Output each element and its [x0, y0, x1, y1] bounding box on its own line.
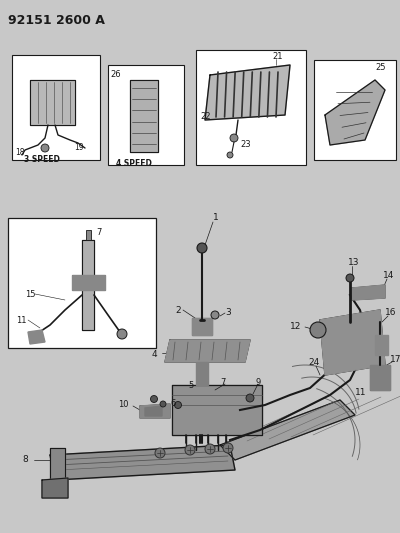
Circle shape: [246, 394, 254, 402]
Bar: [314, 60, 396, 160]
Polygon shape: [325, 80, 385, 145]
Text: 24: 24: [308, 358, 319, 367]
Bar: [12, 55, 100, 160]
Circle shape: [205, 444, 215, 454]
Text: 92151 2600 A: 92151 2600 A: [8, 14, 105, 27]
Circle shape: [41, 144, 49, 152]
Circle shape: [310, 322, 326, 338]
Polygon shape: [192, 318, 212, 335]
Text: 9: 9: [255, 378, 260, 387]
Bar: [108, 65, 184, 165]
Polygon shape: [30, 80, 75, 125]
Text: 10: 10: [118, 400, 128, 409]
Polygon shape: [145, 406, 162, 416]
Polygon shape: [352, 285, 385, 300]
Text: 12: 12: [290, 322, 301, 331]
Circle shape: [211, 311, 219, 319]
Text: 7: 7: [96, 228, 101, 237]
Bar: [8, 218, 156, 348]
Circle shape: [117, 329, 127, 339]
Text: 21: 21: [272, 52, 282, 61]
Text: 19: 19: [74, 143, 84, 152]
Circle shape: [230, 134, 238, 142]
Polygon shape: [130, 80, 158, 152]
Polygon shape: [220, 400, 355, 460]
Circle shape: [223, 443, 233, 453]
Bar: [196, 50, 306, 165]
Text: 22: 22: [200, 112, 210, 121]
Polygon shape: [172, 385, 262, 435]
Text: 11: 11: [355, 388, 366, 397]
Text: 6: 6: [170, 399, 175, 408]
Text: 11: 11: [16, 316, 26, 325]
Circle shape: [150, 395, 158, 402]
Text: 8: 8: [22, 455, 28, 464]
Circle shape: [185, 445, 195, 455]
Text: 16: 16: [385, 308, 396, 317]
Circle shape: [197, 243, 207, 253]
Text: 15: 15: [25, 290, 36, 299]
Text: 13: 13: [348, 258, 360, 267]
Text: 26: 26: [110, 70, 121, 79]
Text: 25: 25: [375, 63, 386, 72]
Circle shape: [155, 448, 165, 458]
Text: 17: 17: [390, 355, 400, 364]
Text: 18: 18: [15, 148, 24, 157]
Text: 4: 4: [152, 350, 158, 359]
Polygon shape: [375, 335, 388, 355]
Text: 23: 23: [240, 140, 251, 149]
Polygon shape: [205, 65, 290, 120]
Text: 3: 3: [225, 308, 231, 317]
Polygon shape: [72, 275, 105, 290]
Circle shape: [346, 274, 354, 282]
Polygon shape: [42, 478, 68, 498]
Text: 14: 14: [383, 271, 394, 280]
Polygon shape: [370, 365, 390, 390]
Text: 5: 5: [188, 381, 193, 390]
Polygon shape: [196, 362, 208, 385]
Text: 2: 2: [175, 306, 181, 315]
Text: 7: 7: [220, 378, 225, 387]
Polygon shape: [82, 240, 94, 330]
Bar: [86, 230, 91, 240]
Circle shape: [227, 152, 233, 158]
Text: 4 SPEED: 4 SPEED: [116, 159, 152, 168]
Text: 1: 1: [213, 213, 219, 222]
Polygon shape: [28, 330, 45, 344]
Circle shape: [160, 401, 166, 407]
Polygon shape: [50, 445, 235, 480]
Polygon shape: [165, 340, 250, 362]
Text: 3 SPEED: 3 SPEED: [24, 155, 60, 164]
Polygon shape: [140, 404, 170, 418]
Circle shape: [174, 401, 182, 408]
Polygon shape: [50, 448, 65, 485]
Polygon shape: [320, 310, 385, 375]
